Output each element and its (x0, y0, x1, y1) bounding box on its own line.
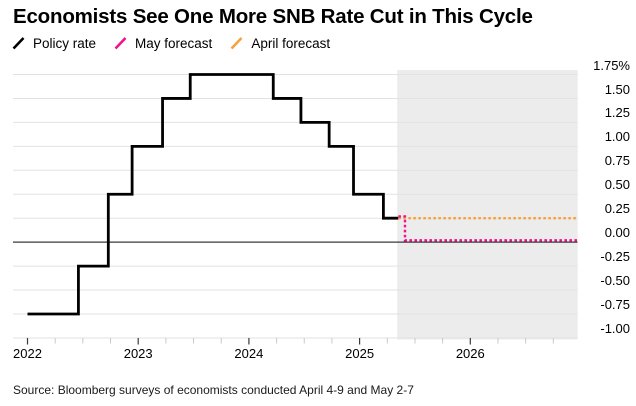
y-tick-label: 0.25 (604, 201, 630, 217)
y-tick-label: -0.50 (600, 273, 630, 289)
y-tick-label: 0.50 (604, 177, 630, 193)
chart-title: Economists See One More SNB Rate Cut in … (13, 5, 533, 28)
may-forecast-slash-icon (113, 36, 129, 51)
policy-rate-line (27, 73, 399, 316)
x-tick-label: 2022 (13, 346, 42, 361)
policy-rate-slash-icon (11, 36, 27, 51)
legend-label-april-forecast: April forecast (251, 36, 331, 51)
y-tick-label: 1.75% (593, 57, 630, 73)
legend-item-policy-rate: Policy rate (11, 36, 96, 51)
x-tick-label: 2024 (234, 346, 264, 361)
april-forecast-slash-icon (229, 36, 245, 51)
x-tick-label: 2023 (123, 346, 153, 361)
x-tick-label: 2025 (345, 346, 375, 361)
y-tick-label: -0.75 (600, 297, 630, 312)
y-tick-label: -0.25 (600, 249, 630, 265)
source-line: Source: Bloomberg surveys of economists … (13, 383, 414, 397)
legend-label-may-forecast: May forecast (135, 36, 213, 51)
legend-item-april-forecast: April forecast (229, 36, 330, 51)
forecast-band (397, 70, 578, 340)
legend-item-may-forecast: May forecast (113, 36, 212, 51)
y-tick-label: 0.00 (604, 225, 630, 241)
y-tick-label: 0.75 (604, 153, 630, 169)
y-tick-label: -1.00 (600, 321, 630, 336)
may-forecast-line (398, 215, 578, 242)
y-tick-label: 1.25 (604, 105, 630, 121)
y-tick-label: 1.50 (604, 81, 630, 97)
legend: Policy rate May forecast April forecast (11, 36, 330, 51)
legend-label-policy-rate: Policy rate (33, 36, 97, 51)
y-tick-label: 1.00 (604, 129, 630, 145)
x-tick-label: 2026 (455, 346, 485, 361)
